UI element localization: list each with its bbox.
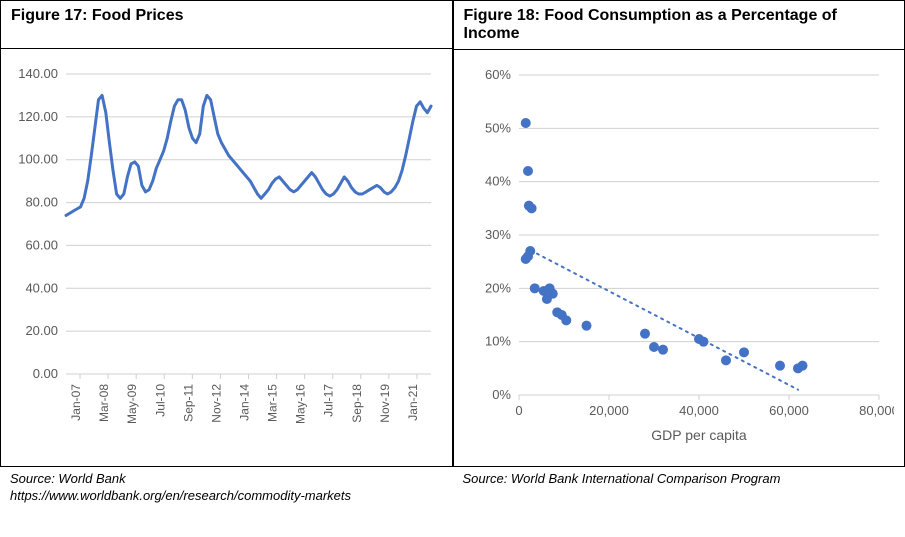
- svg-text:100.00: 100.00: [18, 152, 58, 167]
- figure-17-panel: Figure 17: Food Prices 0.00 20.00 40.00 60.…: [0, 0, 453, 467]
- source-line: Source: World Bank International Compari…: [463, 471, 896, 488]
- svg-text:Nov-19: Nov-19: [378, 384, 392, 423]
- svg-text:Nov-12: Nov-12: [209, 384, 223, 423]
- svg-text:Sep-18: Sep-18: [350, 384, 364, 423]
- figure-18-chart: 0% 10% 20% 30% 40% 50% 60% 0 20,000 40,000 60,000 8…: [454, 50, 905, 466]
- svg-text:20.00: 20.00: [25, 323, 58, 338]
- svg-text:Jul-17: Jul-17: [322, 384, 336, 417]
- figure-row: Figure 17: Food Prices 0.00 20.00 40.00 60.…: [0, 0, 905, 467]
- svg-text:Jan-14: Jan-14: [238, 384, 252, 421]
- svg-text:60.00: 60.00: [25, 237, 58, 252]
- svg-text:GDP per capita: GDP per capita: [651, 427, 747, 443]
- figure-18-title: Figure 18: Food Consumption as a Percent…: [454, 1, 905, 50]
- svg-text:140.00: 140.00: [18, 66, 58, 81]
- svg-text:30%: 30%: [484, 227, 510, 242]
- svg-text:10%: 10%: [484, 334, 510, 349]
- source-line: https://www.worldbank.org/en/research/co…: [10, 488, 443, 505]
- source-line: Source: World Bank: [10, 471, 443, 488]
- svg-text:20,000: 20,000: [589, 403, 629, 418]
- svg-text:Jul-10: Jul-10: [153, 384, 167, 417]
- svg-text:120.00: 120.00: [18, 109, 58, 124]
- svg-text:40,000: 40,000: [679, 403, 719, 418]
- figure-17-title: Figure 17: Food Prices: [1, 1, 452, 49]
- food-consumption-scatter-chart: 0% 10% 20% 30% 40% 50% 60% 0 20,000 40,000 60,000 8…: [464, 60, 894, 460]
- svg-text:0.00: 0.00: [33, 366, 58, 381]
- svg-text:80,000: 80,000: [859, 403, 894, 418]
- svg-text:0%: 0%: [492, 387, 511, 402]
- svg-text:Mar-08: Mar-08: [97, 384, 111, 422]
- food-prices-line-chart: 0.00 20.00 40.00 60.00 80.00 100.00 120.00 140.…: [11, 59, 441, 459]
- figure-18-source: Source: World Bank International Compari…: [453, 467, 905, 509]
- svg-text:May-16: May-16: [294, 384, 308, 424]
- svg-text:60,000: 60,000: [769, 403, 809, 418]
- figure-17-chart: 0.00 20.00 40.00 60.00 80.00 100.00 120.00 140.…: [1, 49, 452, 466]
- svg-text:50%: 50%: [484, 120, 510, 135]
- svg-text:May-09: May-09: [125, 384, 139, 424]
- figure-17-source: Source: World Bank https://www.worldbank…: [0, 467, 453, 509]
- svg-text:60%: 60%: [484, 67, 510, 82]
- svg-text:Jan-21: Jan-21: [406, 384, 420, 421]
- svg-text:Jan-07: Jan-07: [69, 384, 83, 421]
- figure-18-panel: Figure 18: Food Consumption as a Percent…: [453, 0, 905, 467]
- svg-text:Mar-15: Mar-15: [266, 384, 280, 422]
- svg-text:Sep-11: Sep-11: [181, 384, 195, 422]
- svg-text:0: 0: [515, 403, 522, 418]
- svg-text:40%: 40%: [484, 174, 510, 189]
- svg-text:80.00: 80.00: [25, 195, 58, 210]
- svg-text:40.00: 40.00: [25, 280, 58, 295]
- source-row: Source: World Bank https://www.worldbank…: [0, 467, 905, 509]
- svg-text:20%: 20%: [484, 280, 510, 295]
